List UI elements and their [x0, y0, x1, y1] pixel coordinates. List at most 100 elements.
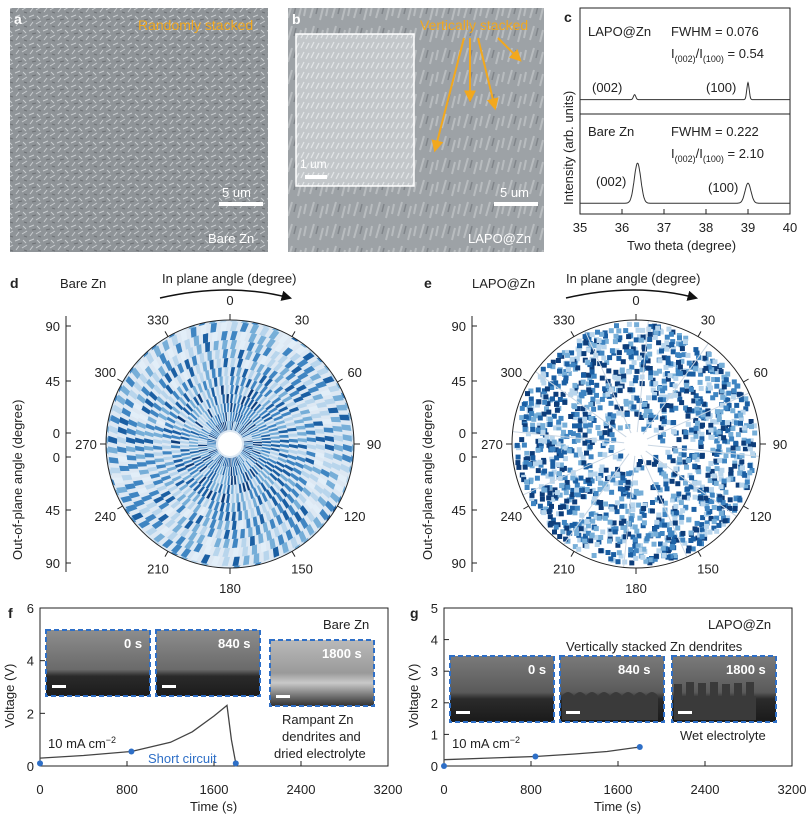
pole-cell — [533, 413, 538, 419]
pole-cell — [276, 461, 285, 468]
pole-cell — [236, 474, 240, 485]
pole-cell — [673, 510, 679, 516]
pole-cell — [674, 537, 680, 543]
pole-cell — [171, 334, 179, 347]
pole-cell — [718, 369, 724, 375]
pole-cell — [289, 352, 301, 362]
pole-cell — [575, 492, 581, 498]
pole-cell — [692, 430, 698, 435]
angle-label: 210 — [147, 562, 169, 577]
angle-label: 180 — [219, 581, 241, 596]
pole-cell — [550, 359, 556, 365]
pole-cell — [207, 408, 213, 418]
pole-cell — [162, 439, 172, 444]
pole-cell — [180, 440, 189, 444]
pole-cell — [583, 423, 589, 429]
pole-cell — [303, 463, 313, 472]
pole-cell — [636, 355, 642, 361]
pole-cell — [251, 450, 261, 455]
pole-cell — [211, 368, 216, 379]
pole-cell — [285, 372, 296, 381]
pole-cell — [211, 452, 220, 459]
frame-marker — [636, 744, 643, 750]
pole-cell — [177, 362, 185, 374]
pole-cell — [312, 503, 322, 515]
pole-cell — [540, 423, 546, 429]
pole-cell — [215, 529, 223, 539]
pole-cell — [611, 413, 617, 419]
pole-cell — [665, 360, 671, 366]
pole-cell — [667, 393, 673, 398]
pole-cell — [230, 421, 232, 430]
xrd-y-label: Intensity (arb. units) — [561, 91, 576, 205]
pole-cell — [582, 440, 588, 446]
pole-cell — [268, 427, 278, 432]
pole-cell — [548, 381, 554, 387]
pole-cell — [688, 386, 694, 392]
pole-cell — [207, 460, 216, 469]
pole-cell — [163, 456, 173, 461]
pole-cell — [599, 464, 605, 470]
pole-cell — [553, 425, 559, 431]
pole-cell — [663, 476, 669, 482]
xrd-top-trace — [580, 81, 790, 101]
pole-cell — [152, 402, 162, 412]
pole-cell — [728, 467, 734, 473]
pole-cell — [202, 333, 209, 344]
pole-cell — [172, 489, 182, 498]
pole-cell — [659, 531, 665, 536]
pole-cell — [242, 482, 247, 492]
pole-cell — [541, 391, 547, 397]
pole-cell — [725, 381, 731, 387]
pole-cell — [722, 518, 728, 524]
pole-cell — [138, 520, 151, 529]
pole-cell — [538, 462, 544, 468]
pole-cell — [239, 474, 244, 484]
pole-cell — [154, 458, 165, 463]
pole-cell — [136, 358, 141, 366]
pole-cell — [230, 475, 233, 485]
pole-cell — [521, 402, 527, 408]
pole-cell — [241, 537, 247, 548]
panel-b: b 1 um Vertically stacked 5 um LAPO@Zn — [288, 8, 544, 252]
pole-cell — [603, 338, 609, 344]
pole-cell — [603, 467, 609, 473]
pole-cell — [590, 396, 596, 402]
angle-label: 0 — [226, 293, 233, 308]
pole-cell — [699, 431, 705, 437]
pole-cell — [215, 386, 220, 396]
pole-cell — [281, 498, 290, 509]
pole-cell — [559, 467, 565, 473]
pole-cell — [689, 427, 695, 433]
pole-cell — [170, 379, 179, 390]
pole-cell — [245, 460, 253, 469]
pole-cell — [640, 523, 646, 529]
pole-cell — [152, 479, 164, 486]
panel-letter-b: b — [292, 11, 301, 27]
pole-cell — [208, 449, 218, 454]
in-plane-arrow — [159, 289, 293, 301]
pole-cell — [175, 342, 183, 354]
pole-cell — [579, 523, 585, 529]
in-plane-label: In plane angle (degree) — [162, 271, 296, 286]
frame-marker — [441, 763, 447, 769]
pole-cell — [521, 442, 527, 448]
pole-cell — [180, 445, 190, 448]
pole-cell — [544, 406, 549, 412]
pole-cell — [230, 358, 236, 368]
pole-cell — [569, 356, 575, 362]
x-tick-label: 2400 — [691, 782, 720, 797]
pole-cell — [704, 506, 710, 512]
pole-cell — [116, 486, 128, 494]
pole-cell — [265, 403, 275, 411]
pole-cell — [578, 475, 584, 481]
panel-letter-a: a — [14, 11, 22, 27]
pole-cell — [213, 340, 219, 351]
pole-cell — [716, 429, 722, 435]
x-tick-label: 40 — [783, 220, 797, 235]
pole-cell — [673, 392, 679, 398]
pole-cell — [254, 418, 264, 425]
pole-cell — [330, 491, 340, 503]
pole-cell — [333, 444, 343, 452]
xrd-x-label: Two theta (degree) — [627, 238, 736, 253]
